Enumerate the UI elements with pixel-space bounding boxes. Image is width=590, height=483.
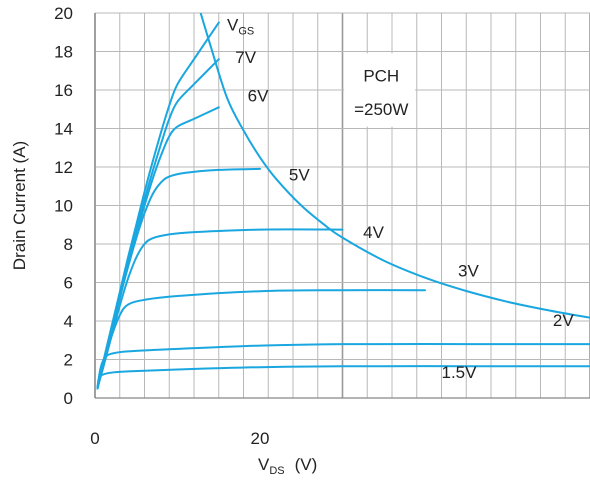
y-tick-label: 8 — [64, 235, 73, 254]
series-line-pch — [199, 13, 590, 319]
y-tick-label: 18 — [54, 43, 73, 62]
series-line-6v — [96, 106, 220, 390]
x-tick-label: 0 — [90, 429, 99, 448]
series-label-7v: 7V — [235, 48, 256, 67]
y-tick-label: 14 — [54, 120, 73, 139]
y-tick-labels: 0 2 4 6 8 10 12 14 16 18 20 — [54, 4, 73, 408]
pch-annotation-line2: =250W — [354, 100, 408, 119]
y-tick-label: 0 — [64, 389, 73, 408]
series-line-vgs — [96, 21, 220, 390]
series-label-1-5v: 1.5V — [442, 363, 478, 382]
x-tick-label: 20 — [251, 429, 270, 448]
series-line-1-5v — [97, 365, 590, 382]
series-line-3v — [96, 289, 426, 390]
pch-annotation-line1: PCH — [363, 66, 399, 85]
series-layer — [96, 13, 590, 390]
plot-frame — [94, 13, 590, 399]
series-label-3v: 3V — [458, 262, 479, 281]
y-tick-label: 10 — [54, 197, 73, 216]
y-tick-label: 16 — [54, 81, 73, 100]
x-tick-labels: 0 20 — [90, 429, 269, 448]
y-tick-label: 2 — [64, 351, 73, 370]
y-tick-label: 6 — [64, 274, 73, 293]
pch-annotation-box — [344, 53, 416, 127]
series-label-4v: 4V — [363, 223, 384, 242]
y-tick-label: 12 — [54, 158, 73, 177]
y-axis-label: Drain Current (A) — [10, 141, 29, 270]
series-line-7v — [96, 58, 220, 390]
y-tick-label: 4 — [64, 312, 73, 331]
series-label-vgs: VGS — [227, 15, 254, 37]
y-tick-label: 20 — [54, 4, 73, 23]
series-label-6v: 6V — [248, 87, 269, 106]
x-axis-label: VDS (V) — [258, 455, 317, 477]
series-line-5v — [96, 167, 261, 390]
series-label-5v: 5V — [289, 165, 310, 184]
series-label-2v: 2V — [553, 311, 574, 330]
grid — [94, 12, 590, 399]
series-line-4v — [96, 228, 344, 390]
